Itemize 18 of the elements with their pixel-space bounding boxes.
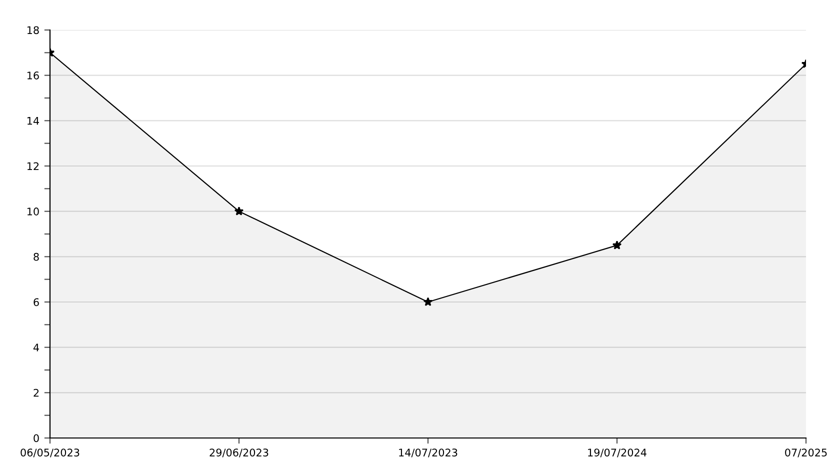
x-tick-label: 07/2025 — [785, 448, 827, 458]
point — [612, 240, 622, 250]
x-tick-label: 06/05/2023 — [20, 448, 80, 458]
point — [234, 206, 244, 216]
y-tick-label: 6 — [34, 298, 39, 306]
point — [423, 297, 433, 306]
y-tick-label: 18 — [27, 26, 39, 34]
y-tick-label: 16 — [27, 72, 39, 80]
y-tick-label: 14 — [27, 117, 39, 125]
x-tick-label: 29/06/2023 — [210, 448, 268, 458]
y-tick-label: 12 — [27, 162, 39, 170]
y-tick-label: 2 — [34, 388, 39, 397]
y-tick-label: 10 — [27, 208, 39, 216]
x-tick-label: 19/07/2024 — [588, 448, 646, 458]
x-tick-label: 14/07/2023 — [399, 448, 458, 458]
y-tick-label: 8 — [34, 252, 39, 261]
y-tick-label: 0 — [34, 434, 39, 442]
y-tick-label: 4 — [33, 344, 39, 352]
